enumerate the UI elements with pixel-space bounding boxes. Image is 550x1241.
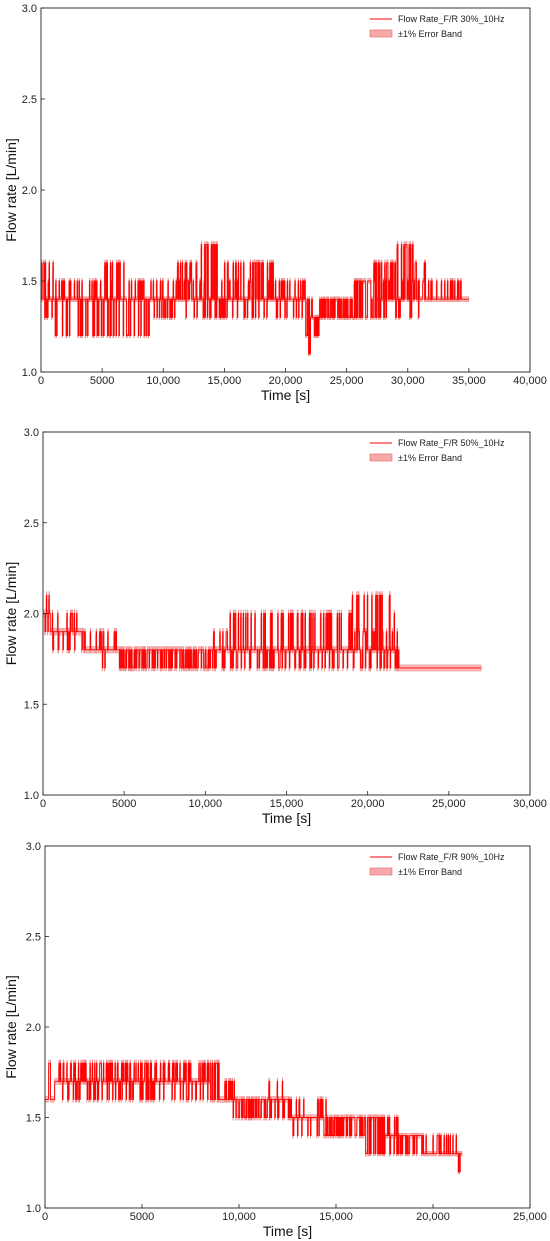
x-tick-label: 25,000 xyxy=(432,798,466,810)
x-tick-label: 10,000 xyxy=(146,375,180,387)
chart-panel-50pct: 0 5000 10,000 15,000 20,000 25,000 30,000 1.0 1.… xyxy=(0,420,550,830)
x-axis-title: Time [s] xyxy=(263,1223,312,1239)
legend-label-error-band: ±1% Error Band xyxy=(398,29,462,39)
chart-90pct: 0 5000 10,000 15,000 20,000 25,000 1.0 1.5 2.0 2.… xyxy=(3,841,547,1239)
x-tick-label: 10,000 xyxy=(189,798,223,810)
x-tick-label: 15,000 xyxy=(208,375,242,387)
x-tick-label: 30,000 xyxy=(391,375,425,387)
y-axis-title: Flow rate [L/min] xyxy=(3,562,19,665)
y-tick-label: 1.0 xyxy=(26,1203,41,1215)
x-tick-label: 20,000 xyxy=(351,798,385,810)
y-tick-label: 2.5 xyxy=(26,932,41,944)
y-tick-label: 1.0 xyxy=(24,790,39,802)
y-tick-label: 1.5 xyxy=(22,276,37,288)
y-tick-label: 2.0 xyxy=(24,609,39,621)
x-tick-label: 20,000 xyxy=(416,1211,450,1223)
x-tick-label: 35,000 xyxy=(452,375,486,387)
y-axis-title: Flow rate [L/min] xyxy=(3,975,19,1078)
x-axis-title: Time [s] xyxy=(261,387,310,403)
legend-label-flow-rate: Flow Rate_F/R 90%_10Hz xyxy=(398,852,505,862)
x-tick-label: 10,000 xyxy=(222,1211,256,1223)
x-tick-label: 40,000 xyxy=(513,375,547,387)
x-tick-label: 30,000 xyxy=(513,798,547,810)
flow-rate-line xyxy=(41,244,469,355)
legend: Flow Rate_F/R 50%_10Hz ±1% Error Band xyxy=(369,438,505,463)
x-tick-label: 5000 xyxy=(130,1211,154,1223)
chart-panel-30pct: 0 5000 10,000 15,000 20,000 25,000 30,000 35,00… xyxy=(0,0,550,410)
y-tick-label: 1.0 xyxy=(22,367,37,379)
legend-label-error-band: ±1% Error Band xyxy=(398,453,462,463)
legend-band-swatch xyxy=(369,453,393,462)
legend-band-swatch xyxy=(369,29,393,38)
flow-rate-line xyxy=(45,1062,463,1173)
legend: Flow Rate_F/R 30%_10Hz ±1% Error Band xyxy=(369,14,505,39)
chart-50pct: 0 5000 10,000 15,000 20,000 25,000 30,000 1.0 1.… xyxy=(3,427,547,826)
error-band-area xyxy=(43,591,482,672)
x-tick-label: 5000 xyxy=(112,798,136,810)
legend-label-flow-rate: Flow Rate_F/R 30%_10Hz xyxy=(398,14,505,24)
x-tick-label: 0 xyxy=(40,798,46,810)
chart-30pct: 0 5000 10,000 15,000 20,000 25,000 30,000 35,00… xyxy=(3,3,547,403)
legend: Flow Rate_F/R 90%_10Hz ±1% Error Band xyxy=(369,852,505,877)
plot-frame xyxy=(42,431,531,796)
x-axis-title: Time [s] xyxy=(262,810,311,826)
y-tick-label: 2.5 xyxy=(22,94,37,106)
x-tick-label: 20,000 xyxy=(269,375,303,387)
x-tick-label: 0 xyxy=(42,1211,48,1223)
y-axis-title: Flow rate [L/min] xyxy=(3,138,19,241)
y-tick-label: 2.5 xyxy=(24,518,39,530)
y-tick-label: 1.5 xyxy=(24,699,39,711)
y-tick-label: 2.0 xyxy=(22,185,37,197)
x-tick-label: 0 xyxy=(38,375,44,387)
x-tick-label: 15,000 xyxy=(270,798,304,810)
y-tick-label: 3.0 xyxy=(22,3,37,15)
x-tick-label: 5000 xyxy=(90,375,114,387)
x-tick-label: 15,000 xyxy=(319,1211,353,1223)
y-tick-label: 3.0 xyxy=(26,841,41,853)
flow-rate-line xyxy=(43,594,482,669)
legend-label-flow-rate: Flow Rate_F/R 50%_10Hz xyxy=(398,438,505,448)
chart-panel-90pct: 0 5000 10,000 15,000 20,000 25,000 1.0 1.5 2.0 2.… xyxy=(0,835,550,1241)
legend-label-error-band: ±1% Error Band xyxy=(398,867,462,877)
y-tick-label: 3.0 xyxy=(24,427,39,439)
x-tick-label: 25,000 xyxy=(330,375,364,387)
y-tick-label: 2.0 xyxy=(26,1022,41,1034)
y-tick-label: 1.5 xyxy=(26,1113,41,1125)
legend-band-swatch xyxy=(369,867,393,876)
x-tick-label: 25,000 xyxy=(513,1211,547,1223)
